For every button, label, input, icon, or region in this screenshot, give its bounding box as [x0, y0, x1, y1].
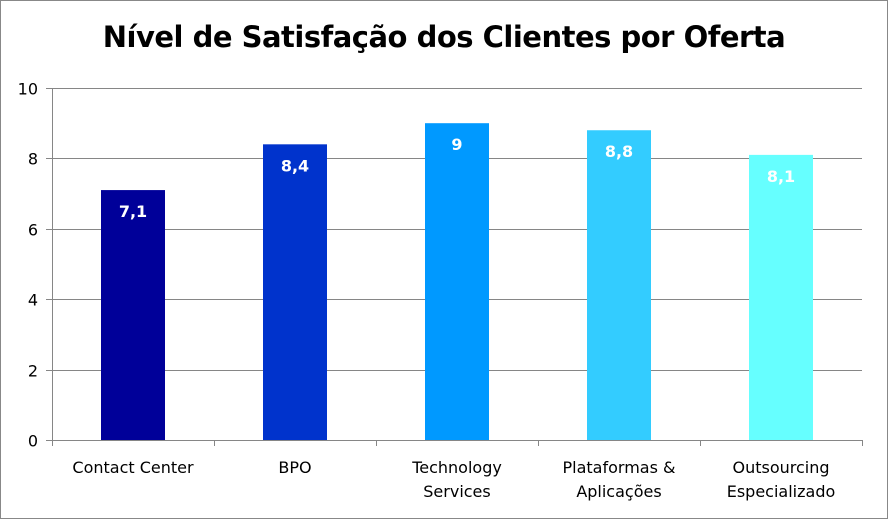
y-tick-label: 8 — [28, 150, 38, 169]
chart-title: Nível de Satisfação dos Clientes por Ofe… — [102, 20, 786, 54]
data-label: 8,4 — [281, 156, 309, 175]
bar — [101, 190, 165, 440]
data-label: 9 — [451, 135, 462, 154]
x-tick-label-line: Especializado — [727, 482, 836, 501]
x-tick-label: Outsourcing Especializado — [727, 458, 836, 501]
x-tick-label-line: Services — [423, 482, 490, 501]
bar — [749, 154, 813, 440]
x-tick-label-line: Aplicações — [576, 482, 661, 501]
x-tick-label-line: Outsourcing — [732, 458, 829, 477]
x-tick-label: Plataformas & Aplicações — [563, 458, 676, 501]
x-tick-label: Technology Services — [411, 458, 502, 501]
x-tick-label: Contact Center — [72, 458, 194, 477]
y-tick-label: 6 — [28, 221, 38, 240]
x-tick-label: BPO — [278, 458, 311, 477]
x-tick-label-line: Plataformas & — [563, 458, 676, 477]
x-tick-label-line: BPO — [278, 458, 311, 477]
y-tick-label: 4 — [28, 291, 38, 310]
data-label: 8,1 — [767, 167, 795, 186]
bar — [587, 130, 651, 441]
y-tick-label: 0 — [28, 432, 38, 451]
data-label: 8,8 — [605, 142, 633, 161]
y-tick-label: 10 — [18, 80, 38, 99]
data-label: 7,1 — [119, 202, 147, 221]
bar — [425, 123, 489, 440]
x-tick-label-line: Technology — [411, 458, 502, 477]
y-tick-label: 2 — [28, 362, 38, 381]
bar — [263, 144, 327, 440]
x-tick-label-line: Contact Center — [72, 458, 194, 477]
